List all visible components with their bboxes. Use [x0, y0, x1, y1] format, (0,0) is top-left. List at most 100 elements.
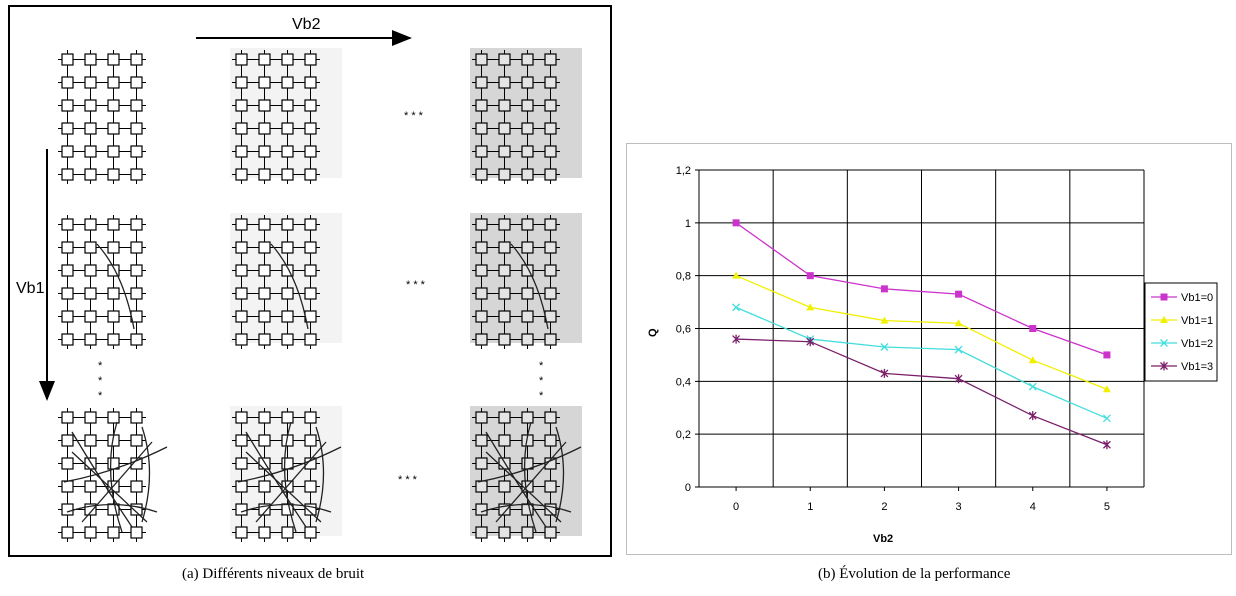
grid-node — [235, 333, 248, 346]
grid-node — [258, 503, 271, 516]
grid-node — [304, 122, 317, 135]
grid-node — [61, 145, 74, 158]
grid-node — [281, 287, 294, 300]
noise-curve — [96, 243, 135, 330]
data-point — [732, 303, 741, 312]
grid-node — [107, 145, 120, 158]
grid-node — [258, 287, 271, 300]
noise-curve — [283, 421, 297, 533]
y-tick-label: 1 — [685, 218, 691, 230]
grid-node — [281, 145, 294, 158]
grid-node — [130, 53, 143, 66]
chart-series — [732, 219, 1111, 450]
data-point — [954, 374, 963, 384]
series-line — [735, 306, 1108, 419]
ellipsis-col-1-a: * — [98, 360, 103, 372]
grid-node — [281, 218, 294, 231]
grid-node — [107, 333, 120, 346]
grid-node — [84, 503, 97, 516]
grid-node — [521, 310, 534, 323]
grid-node — [61, 99, 74, 112]
grid-node — [281, 53, 294, 66]
grid-node — [498, 122, 511, 135]
grid-node — [498, 53, 511, 66]
series-line — [735, 222, 1108, 356]
noise-levels-drawing: Vb2 Vb1 * * * * * * * * * * * * * * * — [16, 16, 582, 542]
grid-node — [258, 53, 271, 66]
grid-node — [281, 264, 294, 277]
grid-node — [475, 264, 488, 277]
series-Vb1=1 — [732, 271, 1111, 393]
data-point — [954, 345, 963, 354]
grid-node — [84, 434, 97, 447]
grid-node — [61, 218, 74, 231]
network-grid — [470, 213, 582, 349]
x-tick-label: 1 — [807, 501, 813, 513]
grid-node — [475, 333, 488, 346]
grid-node — [130, 218, 143, 231]
y-axis-label: Q — [647, 328, 659, 337]
noise-background — [470, 213, 582, 343]
grid-node — [544, 434, 557, 447]
noise-background — [230, 48, 342, 178]
grid-node — [61, 457, 74, 470]
y-tick-label: 0,6 — [676, 324, 691, 336]
grid-node — [521, 287, 534, 300]
grid-node — [281, 411, 294, 424]
grid-node — [235, 53, 248, 66]
grid-node — [107, 76, 120, 89]
grid-node — [258, 434, 271, 447]
grid-node — [130, 241, 143, 254]
grid-node — [107, 218, 120, 231]
data-point — [732, 271, 741, 279]
grid-node — [544, 168, 557, 181]
grid-node — [498, 264, 511, 277]
y-tick-label: 0,8 — [676, 271, 691, 283]
legend-box — [1144, 282, 1218, 382]
data-point — [880, 368, 889, 378]
grid-node — [475, 457, 488, 470]
ellipsis-col-3-c: * — [539, 390, 544, 402]
grid-node — [107, 122, 120, 135]
grid-node — [281, 99, 294, 112]
x-tick-label: 2 — [881, 501, 887, 513]
grid-node — [84, 411, 97, 424]
grid-node — [475, 503, 488, 516]
network-grid — [230, 406, 342, 542]
grid-node — [258, 241, 271, 254]
grid-node — [281, 122, 294, 135]
grid-node — [235, 241, 248, 254]
series-line — [736, 338, 1108, 446]
grid-node — [130, 480, 143, 493]
y-tick-label: 0,4 — [676, 376, 691, 388]
grid-node — [498, 168, 511, 181]
grid-node — [475, 76, 488, 89]
grid-node — [84, 333, 97, 346]
grid-node — [475, 526, 488, 539]
network-grid — [58, 408, 168, 542]
grid-node — [521, 168, 534, 181]
noise-curve — [510, 243, 549, 330]
grid-node — [475, 287, 488, 300]
grid-node — [475, 145, 488, 158]
grid-node — [61, 264, 74, 277]
grid-node — [84, 526, 97, 539]
grid-node — [544, 480, 557, 493]
network-grid — [230, 48, 342, 184]
grid-node — [235, 310, 248, 323]
data-point — [1028, 411, 1037, 421]
grid-node — [107, 168, 120, 181]
data-point — [1102, 414, 1111, 423]
grid-node — [498, 76, 511, 89]
grid-node — [281, 526, 294, 539]
chart-legend: Vb1=0 Vb1=1 Vb1=2 Vb1=3 — [1144, 282, 1218, 382]
grid-node — [84, 76, 97, 89]
grid-node — [235, 218, 248, 231]
x-tick-labels: 0 1 2 3 4 5 — [733, 501, 1110, 513]
vb1-arrow-label: Vb1 — [16, 280, 45, 297]
grid-node — [304, 99, 317, 112]
grid-node — [304, 53, 317, 66]
grid-node — [475, 241, 488, 254]
grid-node — [130, 503, 143, 516]
grid-node — [84, 310, 97, 323]
